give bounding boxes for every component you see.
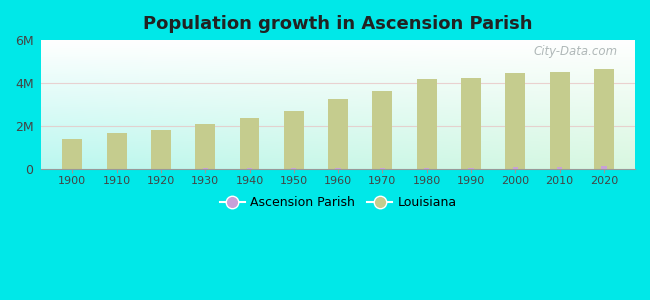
Bar (594, 69, 614, 169)
Bar (107, 133, 127, 169)
Bar (557, 167, 562, 169)
Bar (195, 124, 215, 169)
Bar (291, 168, 296, 169)
Bar (601, 166, 606, 169)
Bar (62, 139, 83, 169)
Bar (461, 78, 481, 169)
Bar (469, 168, 474, 169)
Bar (284, 111, 304, 169)
Title: Population growth in Ascension Parish: Population growth in Ascension Parish (144, 15, 533, 33)
Legend: Ascension Parish, Louisiana: Ascension Parish, Louisiana (215, 191, 462, 214)
Bar (417, 79, 437, 169)
Bar (151, 130, 171, 169)
Bar (335, 168, 341, 169)
Text: City-Data.com: City-Data.com (533, 45, 618, 58)
Bar (424, 168, 430, 169)
Bar (328, 99, 348, 169)
Bar (380, 168, 385, 169)
Bar (506, 73, 525, 169)
Bar (240, 118, 259, 169)
Bar (513, 167, 518, 169)
Bar (372, 91, 393, 169)
Bar (550, 72, 569, 169)
